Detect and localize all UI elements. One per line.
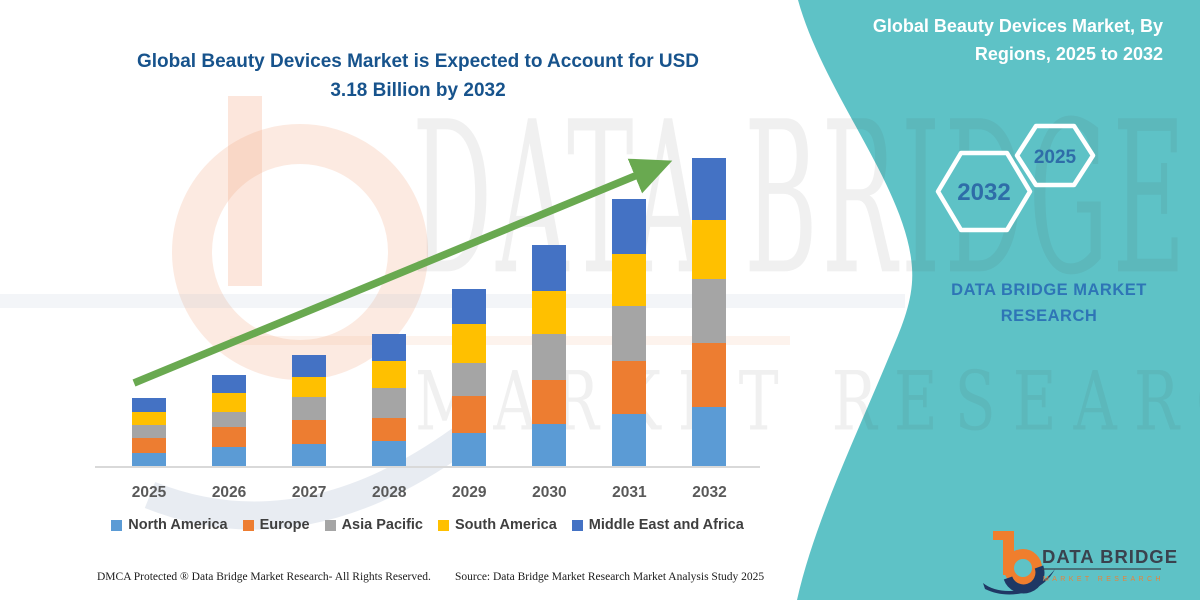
- bar-segment-2032-europe: [692, 343, 727, 407]
- legend-label: Middle East and Africa: [588, 517, 744, 533]
- bar-segment-2029-middle-east-and-africa: [452, 289, 487, 324]
- bar-segment-2030-asia-pacific: [532, 334, 567, 380]
- bar-segment-2030-north-america: [532, 424, 567, 466]
- bar-segment-2027-middle-east-and-africa: [292, 355, 327, 377]
- x-axis-label-2028: 2028: [371, 484, 407, 501]
- chart-legend: North America Europe Asia Pacific South Ame…: [85, 517, 770, 533]
- bar-segment-2029-north-america: [452, 433, 487, 466]
- hexagon-2025-label: 2025: [1034, 147, 1077, 168]
- legend-label: North America: [128, 517, 228, 533]
- bar-segment-2032-middle-east-and-africa: [692, 158, 727, 220]
- bar-segment-2026-europe: [212, 427, 247, 447]
- chart-title: Global Beauty Devices Market is Expected…: [118, 47, 718, 105]
- side-panel-title-line2: Regions, 2025 to 2032: [974, 44, 1163, 64]
- x-axis-label-2026: 2026: [211, 484, 247, 501]
- bar-segment-2032-south-america: [692, 220, 727, 279]
- x-axis-label-2025: 2025: [131, 484, 167, 501]
- bar-segment-2026-south-america: [212, 393, 247, 412]
- bar-segment-2029-asia-pacific: [452, 363, 487, 396]
- legend-swatch-icon: [111, 519, 123, 531]
- bar-2029: [452, 289, 487, 466]
- bar-2032: [692, 158, 727, 466]
- logo-name-text: DATA BRIDGE: [1042, 546, 1178, 567]
- x-axis-label-2027: 2027: [291, 484, 327, 501]
- x-axis-label-2032: 2032: [692, 484, 727, 501]
- bar-segment-2030-middle-east-and-africa: [532, 245, 567, 291]
- bar-segment-2031-asia-pacific: [612, 306, 647, 361]
- hexagon-2032-label: 2032: [957, 179, 1010, 206]
- bar-segment-2025-europe: [132, 438, 166, 453]
- bar-segment-2028-north-america: [372, 441, 407, 466]
- side-panel-brand-text: DATA BRIDGE MARKET RESEARCH: [951, 281, 1147, 325]
- legend-item-north-america: North America: [111, 517, 228, 533]
- legend-item-europe: Europe: [242, 517, 310, 533]
- side-panel-title: Global Beauty Devices Market, By Regions…: [803, 12, 1163, 68]
- year-hexagons: 2025 2032: [935, 123, 1096, 233]
- bar-2031: [612, 199, 647, 466]
- bar-segment-2027-europe: [292, 420, 327, 444]
- bar-segment-2026-asia-pacific: [212, 412, 247, 427]
- bar-2027: [292, 355, 327, 466]
- bar-segment-2026-middle-east-and-africa: [212, 375, 247, 393]
- bar-segment-2031-middle-east-and-africa: [612, 199, 647, 254]
- bar-segment-2032-asia-pacific: [692, 279, 727, 343]
- footer-dmca-text: DMCA Protected ® Data Bridge Market Rese…: [97, 571, 431, 583]
- bar-2028: [372, 334, 407, 466]
- footer-source-text: Source: Data Bridge Market Research Mark…: [455, 571, 765, 583]
- bar-segment-2030-south-america: [532, 291, 567, 334]
- databridge-logo: DATA BRIDGE MARKET RESEARCH: [983, 531, 1178, 595]
- x-axis-label-2029: 2029: [452, 484, 487, 501]
- bar-2025: [132, 398, 166, 466]
- legend-label: Europe: [259, 517, 310, 533]
- bar-segment-2026-north-america: [212, 447, 247, 466]
- legend-label: South America: [455, 517, 557, 533]
- x-axis-label-2030: 2030: [532, 484, 567, 501]
- bar-segment-2027-south-america: [292, 377, 327, 397]
- bar-segment-2025-north-america: [132, 453, 166, 466]
- bar-segment-2029-south-america: [452, 324, 487, 363]
- legend-item-south-america: South America: [438, 517, 557, 533]
- bar-segment-2028-south-america: [372, 361, 407, 388]
- legend-swatch-icon: [438, 519, 449, 531]
- bar-segment-2031-north-america: [612, 414, 647, 466]
- bar-segment-2028-middle-east-and-africa: [372, 334, 407, 361]
- logo-tagline-text: MARKET RESEARCH: [1043, 576, 1164, 583]
- bar-segment-2027-north-america: [292, 444, 327, 466]
- bar-segment-2025-south-america: [132, 412, 166, 425]
- bar-2026: [212, 375, 247, 466]
- bar-segment-2029-europe: [452, 396, 487, 433]
- bar-segment-2030-europe: [532, 380, 567, 424]
- bar-segment-2031-south-america: [612, 254, 647, 306]
- chart-title-line1: Global Beauty Devices Market is Expected…: [136, 51, 700, 72]
- legend-item-asia-pacific: Asia Pacific: [324, 517, 423, 533]
- legend-swatch-icon: [242, 519, 254, 531]
- plot-area: [95, 140, 760, 468]
- chart-title-line2: 3.18 Billion by 2032: [330, 80, 506, 101]
- bar-segment-2027-asia-pacific: [292, 397, 327, 420]
- bar-segment-2031-europe: [612, 361, 647, 414]
- legend-swatch-icon: [324, 519, 336, 531]
- bar-segment-2025-asia-pacific: [132, 425, 166, 438]
- legend-label: Asia Pacific: [341, 517, 423, 533]
- bar-segment-2028-europe: [372, 418, 407, 441]
- x-axis-labels: 2025 2026 2027 2028 2029 2030 2031 2032: [95, 484, 760, 506]
- x-axis-label-2031: 2031: [612, 484, 647, 501]
- legend-item-middle-east-and-africa: Middle East and Africa: [571, 517, 744, 533]
- legend-swatch-icon: [571, 519, 583, 531]
- bar-segment-2028-asia-pacific: [372, 388, 407, 418]
- bar-2030: [532, 245, 567, 466]
- bar-segment-2032-north-america: [692, 407, 727, 466]
- side-panel-title-line1: Global Beauty Devices Market, By: [872, 16, 1163, 36]
- bar-segment-2025-middle-east-and-africa: [132, 398, 166, 412]
